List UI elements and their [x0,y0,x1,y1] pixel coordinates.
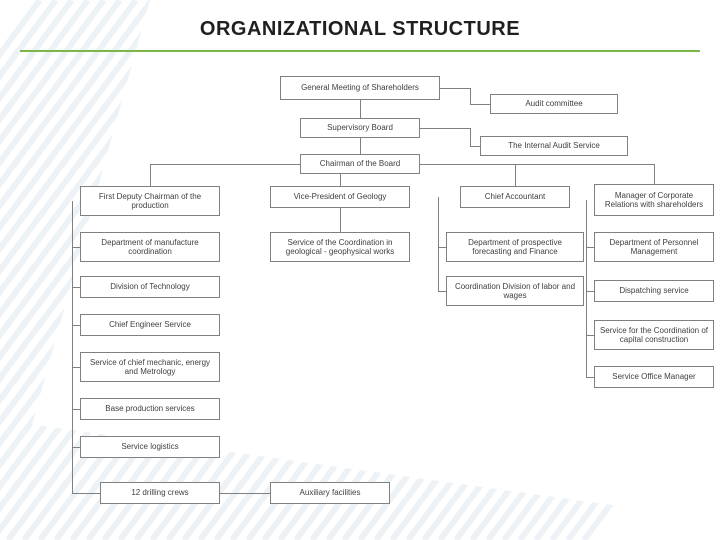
org-node-ces: Chief Engineer Service [80,314,220,336]
org-edge [340,208,341,232]
org-node-cdlw: Coordination Division of labor and wages [446,276,584,306]
org-node-label: Supervisory Board [327,123,393,132]
org-edge [72,367,80,368]
org-node-label: Vice-President of Geology [294,192,387,201]
org-chart: General Meeting of Shareholders Audit com… [0,58,720,528]
org-node-drill: 12 drilling crews [100,482,220,504]
org-node-label: 12 drilling crews [131,488,188,497]
org-node-label: Chief Engineer Service [109,320,191,329]
org-edge [420,128,470,129]
org-edge [72,287,80,288]
org-edge [586,377,594,378]
org-node-label: Division of Technology [110,282,189,291]
org-node-label: Service Office Manager [612,372,695,381]
org-node-dpm: Department of Personnel Management [594,232,714,262]
org-edge [586,247,594,248]
org-node-label: General Meeting of Shareholders [301,83,419,92]
page-title: ORGANIZATIONAL STRUCTURE [200,18,520,41]
org-edge [360,100,361,118]
org-node-label: Auxiliary facilities [300,488,361,497]
org-node-dmc: Department of manufacture coordination [80,232,220,262]
org-node-label: Service of chief mechanic, energy and Me… [85,358,215,376]
org-edge [250,493,270,494]
org-node-bps: Base production services [80,398,220,420]
org-node-label: Audit committee [525,99,582,108]
org-edge [72,447,80,448]
org-node-aux: Auxiliary facilities [270,482,390,504]
org-edge [438,197,439,291]
org-node-scc: Service for the Coordination of capital … [594,320,714,350]
org-node-dpff: Department of prospective forecasting an… [446,232,584,262]
org-edge [340,174,341,186]
org-node-ias: The Internal Audit Service [480,136,628,156]
org-node-sup: Supervisory Board [300,118,420,138]
org-node-som: Service Office Manager [594,366,714,388]
org-edge [470,88,471,104]
org-edge [72,247,80,248]
title-underline [20,50,700,52]
org-node-audit: Audit committee [490,94,618,114]
org-edge [438,291,446,292]
org-node-label: Department of Personnel Management [599,238,709,256]
org-edge [72,325,80,326]
org-edge [360,138,361,154]
org-node-label: Manager of Corporate Relations with shar… [599,191,709,209]
org-node-label: Service logistics [121,442,178,451]
org-edge [586,291,594,292]
slide: ORGANIZATIONAL STRUCTURE General Meeting… [0,0,720,540]
org-node-mcr: Manager of Corporate Relations with shar… [594,184,714,216]
org-edge [150,164,151,186]
org-edge [470,104,490,105]
org-edge [438,247,446,248]
org-edge [440,88,470,89]
org-node-label: Base production services [105,404,194,413]
org-node-label: Department of prospective forecasting an… [451,238,579,256]
org-node-label: Chief Accountant [485,192,545,201]
org-node-label: First Deputy Chairman of the production [85,192,215,210]
org-node-label: Service of the Coordination in geologica… [275,238,405,256]
org-node-slog: Service logistics [80,436,220,458]
org-node-chair: Chairman of the Board [300,154,420,174]
org-node-dot: Division of Technology [80,276,220,298]
org-edge [420,164,654,165]
org-edge [654,164,655,184]
org-node-scme: Service of chief mechanic, energy and Me… [80,352,220,382]
org-edge [586,335,594,336]
title-area: ORGANIZATIONAL STRUCTURE [0,18,720,41]
org-node-label: Dispatching service [619,286,688,295]
org-edge [72,409,80,410]
org-node-disp: Dispatching service [594,280,714,302]
org-node-fdc: First Deputy Chairman of the production [80,186,220,216]
org-node-ca: Chief Accountant [460,186,570,208]
org-edge [72,201,73,493]
org-node-scg: Service of the Coordination in geologica… [270,232,410,262]
org-node-label: Department of manufacture coordination [85,238,215,256]
org-edge [470,146,480,147]
org-node-label: Coordination Division of labor and wages [451,282,579,300]
org-node-label: The Internal Audit Service [508,141,600,150]
org-node-gms: General Meeting of Shareholders [280,76,440,100]
org-edge [515,164,516,186]
org-node-label: Service for the Coordination of capital … [599,326,709,344]
org-node-vpg: Vice-President of Geology [270,186,410,208]
org-edge [150,164,300,165]
org-edge [586,200,587,377]
org-node-label: Chairman of the Board [320,159,401,168]
org-edge [470,128,471,146]
